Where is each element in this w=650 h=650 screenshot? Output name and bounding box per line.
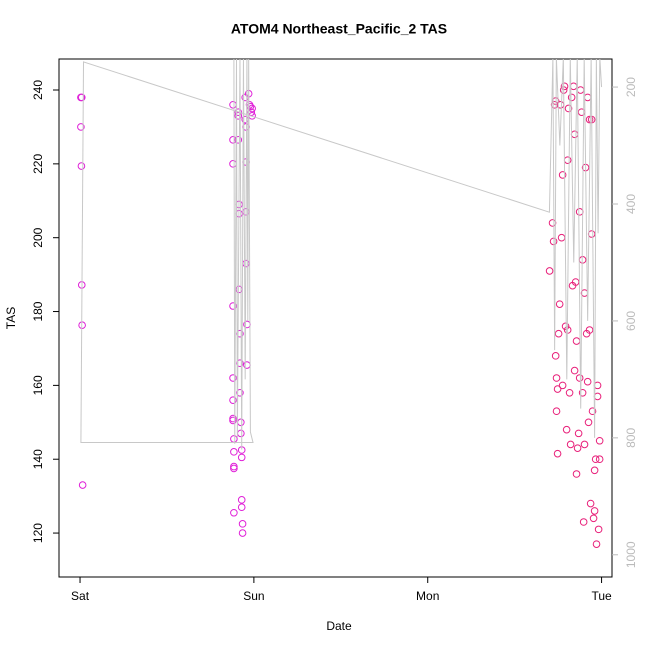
y-tick-label: 220 <box>31 154 45 174</box>
point <box>564 104 573 113</box>
point <box>230 435 238 443</box>
point <box>552 374 561 382</box>
point <box>234 112 243 120</box>
point <box>229 374 237 382</box>
pressure-line <box>80 59 603 450</box>
plot-box <box>58 58 613 578</box>
point <box>552 407 561 416</box>
y2-tick-label: 800 <box>624 428 638 448</box>
point <box>583 377 592 386</box>
point <box>572 337 581 345</box>
y-tick-label: 140 <box>31 449 45 469</box>
y2-tick-label: 600 <box>624 311 638 331</box>
point <box>580 440 589 449</box>
y-tick-label: 240 <box>31 80 45 100</box>
point <box>554 329 563 338</box>
point <box>238 520 247 528</box>
point <box>565 388 574 397</box>
point <box>590 507 599 515</box>
point <box>236 388 244 397</box>
point <box>238 529 247 537</box>
point <box>574 429 583 438</box>
point <box>229 160 237 168</box>
point <box>570 366 579 375</box>
point <box>586 499 595 508</box>
point <box>229 302 237 310</box>
point <box>573 444 582 452</box>
point <box>229 396 237 404</box>
point <box>575 374 584 382</box>
point <box>563 156 572 164</box>
chart-title: ATOM4 Northeast_Pacific_2 TAS <box>231 21 447 37</box>
point <box>230 464 238 473</box>
point <box>585 326 594 334</box>
point <box>247 108 256 116</box>
point <box>591 455 600 464</box>
point <box>229 100 237 109</box>
point <box>567 93 576 102</box>
point <box>592 540 601 548</box>
point <box>588 407 597 416</box>
x-tick-label: Tue <box>591 589 612 603</box>
point <box>583 93 592 102</box>
point <box>595 436 604 445</box>
point <box>585 115 594 124</box>
point <box>590 466 599 475</box>
point <box>558 381 567 390</box>
point <box>566 440 575 449</box>
y-axis-label: TAS <box>4 307 18 329</box>
point <box>237 453 246 462</box>
x-tick-label: Sat <box>71 589 90 603</box>
point <box>562 425 571 434</box>
y-tick-label: 160 <box>31 375 45 395</box>
point <box>576 86 585 94</box>
point <box>557 233 566 242</box>
point <box>77 162 86 170</box>
point <box>589 514 598 523</box>
point <box>570 130 579 139</box>
point <box>237 503 246 512</box>
point <box>558 171 567 179</box>
point <box>234 108 243 116</box>
point <box>594 525 603 534</box>
y2-tick-label: 200 <box>624 77 638 97</box>
point <box>553 449 562 458</box>
point <box>230 508 238 517</box>
point <box>237 429 245 438</box>
point <box>560 82 569 91</box>
point <box>575 208 584 216</box>
x-axis-label: Date <box>326 619 352 633</box>
point <box>595 455 604 464</box>
point <box>553 385 562 393</box>
x-tick-label: Sun <box>243 589 264 603</box>
point <box>545 267 554 275</box>
point <box>579 518 588 526</box>
point <box>587 230 596 238</box>
point <box>236 359 244 368</box>
y-tick-label: 200 <box>31 227 45 247</box>
point <box>561 322 570 331</box>
point <box>578 388 587 397</box>
point <box>548 219 557 227</box>
point <box>584 418 593 427</box>
x-tick-label: Mon <box>416 589 439 603</box>
point <box>234 136 243 144</box>
point <box>555 300 564 308</box>
point <box>230 448 238 456</box>
point <box>78 481 87 489</box>
point <box>237 418 245 427</box>
y2-tick-label: 400 <box>624 194 638 214</box>
point <box>237 496 246 504</box>
y-tick-label: 180 <box>31 301 45 321</box>
point <box>551 352 560 360</box>
plot-area <box>77 59 604 548</box>
y2-tick-label: 1000 <box>624 541 638 568</box>
point <box>77 93 86 102</box>
point <box>77 123 85 131</box>
point <box>229 416 237 425</box>
point <box>572 470 581 478</box>
y-tick-label: 120 <box>31 523 45 543</box>
